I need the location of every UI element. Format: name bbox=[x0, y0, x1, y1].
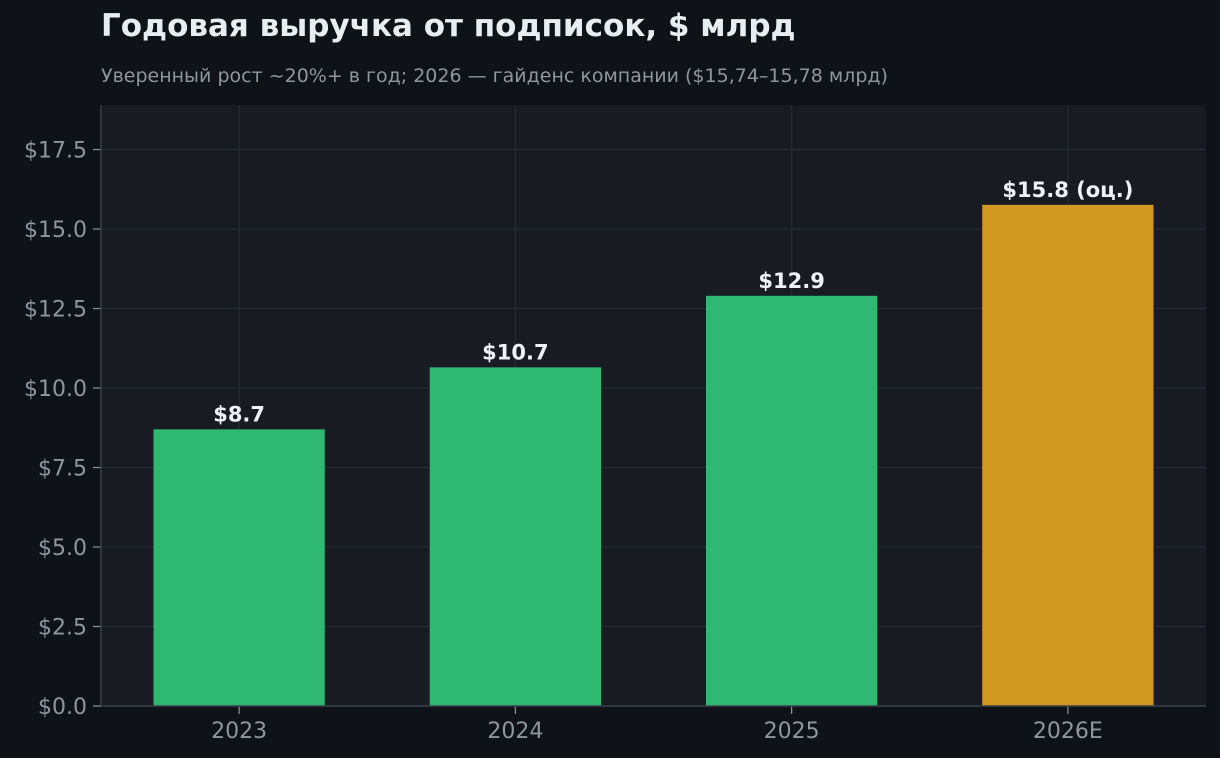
data-label-2024: $10.7 bbox=[482, 340, 548, 364]
data-label-2023: $8.7 bbox=[213, 402, 265, 426]
data-label-2026E: $15.8 (оц.) bbox=[1002, 178, 1133, 202]
bar-2025 bbox=[705, 295, 878, 706]
labels: $0.0 $2.5 $5.0 $7.5 $10.0 $12.5 $15.0 $17.5 $8.7… bbox=[24, 139, 1133, 744]
x-tick-label-2025: 2025 bbox=[764, 719, 820, 744]
x-tick-label-2024: 2024 bbox=[487, 719, 543, 744]
y-tick-label: $7.5 bbox=[38, 457, 87, 482]
y-tick-label: $5.0 bbox=[38, 536, 87, 561]
y-tick-label: $10.0 bbox=[24, 377, 87, 402]
y-tick-label: $17.5 bbox=[24, 139, 87, 164]
y-tick-label: $15.0 bbox=[24, 218, 87, 243]
chart-subtitle: Уверенный рост ~20%+ в год; 2026 — гайде… bbox=[101, 65, 888, 87]
data-label-2025: $12.9 bbox=[758, 269, 824, 293]
x-tick-label-2023: 2023 bbox=[211, 719, 267, 744]
y-tick-label: $2.5 bbox=[38, 616, 87, 641]
bar-2023 bbox=[153, 429, 325, 706]
bar-2026E bbox=[982, 204, 1154, 706]
chart-title: Годовая выручка от подписок, $ млрд bbox=[101, 8, 796, 44]
bars bbox=[153, 204, 1154, 706]
x-tick-label-2026E: 2026E bbox=[1033, 719, 1103, 744]
y-tick-label: $12.5 bbox=[24, 298, 87, 323]
y-tick-label: $0.0 bbox=[38, 695, 87, 720]
bar-2024 bbox=[429, 367, 602, 706]
axes bbox=[93, 105, 1206, 714]
